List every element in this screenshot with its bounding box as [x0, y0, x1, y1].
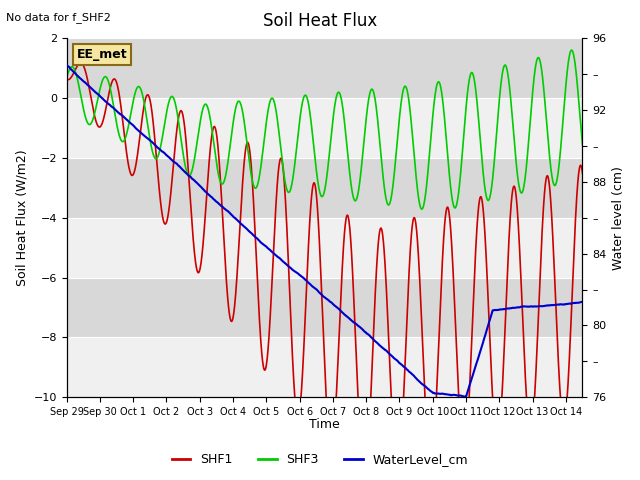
Bar — [67, 98, 582, 158]
Bar — [67, 218, 582, 277]
Legend: SHF1, SHF3, WaterLevel_cm: SHF1, SHF3, WaterLevel_cm — [166, 448, 474, 471]
Bar — [67, 337, 582, 397]
Bar — [67, 38, 582, 98]
Text: EE_met: EE_met — [77, 48, 127, 61]
Y-axis label: Soil Heat Flux (W/m2): Soil Heat Flux (W/m2) — [15, 149, 28, 286]
Text: Soil Heat Flux: Soil Heat Flux — [263, 12, 377, 30]
Text: No data for f_SHF2: No data for f_SHF2 — [6, 12, 111, 23]
Bar — [67, 158, 582, 218]
X-axis label: Time: Time — [309, 419, 340, 432]
Y-axis label: Water level (cm): Water level (cm) — [612, 166, 625, 270]
Bar — [67, 277, 582, 337]
